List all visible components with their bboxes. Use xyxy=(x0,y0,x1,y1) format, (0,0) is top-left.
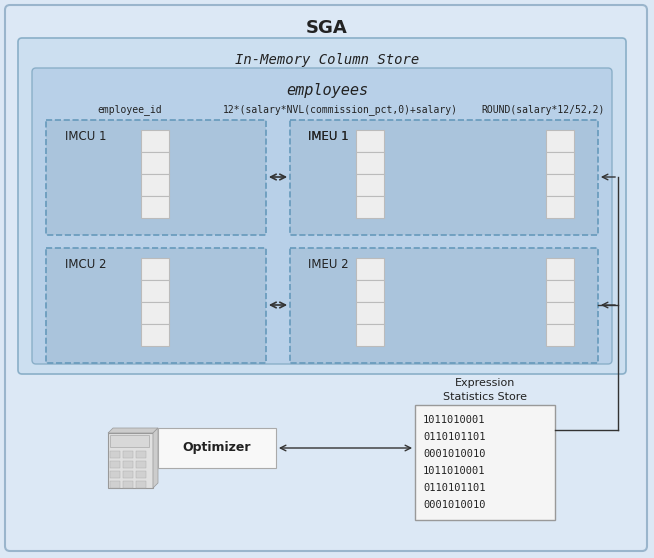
FancyBboxPatch shape xyxy=(141,280,169,302)
Text: IMCU 2: IMCU 2 xyxy=(65,257,107,271)
FancyBboxPatch shape xyxy=(110,471,120,478)
Text: SGA: SGA xyxy=(306,19,348,37)
Text: 1011010001: 1011010001 xyxy=(423,415,485,425)
FancyBboxPatch shape xyxy=(123,481,133,488)
Text: IMEU 1: IMEU 1 xyxy=(308,129,349,142)
FancyBboxPatch shape xyxy=(5,5,647,551)
Text: IMCU 1: IMCU 1 xyxy=(65,129,107,142)
FancyBboxPatch shape xyxy=(141,258,169,280)
Polygon shape xyxy=(108,428,158,433)
FancyBboxPatch shape xyxy=(141,174,169,196)
FancyBboxPatch shape xyxy=(136,461,146,468)
FancyBboxPatch shape xyxy=(356,152,384,174)
FancyBboxPatch shape xyxy=(141,302,169,324)
Text: Optimizer: Optimizer xyxy=(182,441,251,455)
FancyBboxPatch shape xyxy=(123,471,133,478)
FancyBboxPatch shape xyxy=(290,248,598,363)
FancyBboxPatch shape xyxy=(136,471,146,478)
Text: Statistics Store: Statistics Store xyxy=(443,392,527,402)
FancyBboxPatch shape xyxy=(46,120,266,235)
Text: 0110101101: 0110101101 xyxy=(423,432,485,442)
FancyBboxPatch shape xyxy=(356,258,384,280)
Text: employees: employees xyxy=(286,83,368,98)
FancyBboxPatch shape xyxy=(356,280,384,302)
Text: In-Memory Column Store: In-Memory Column Store xyxy=(235,53,419,67)
Text: employee_id: employee_id xyxy=(97,104,162,116)
Text: IMEU 1: IMEU 1 xyxy=(308,129,349,142)
Text: 0001010010: 0001010010 xyxy=(423,500,485,510)
FancyBboxPatch shape xyxy=(290,120,598,235)
FancyBboxPatch shape xyxy=(141,196,169,218)
FancyBboxPatch shape xyxy=(110,461,120,468)
FancyBboxPatch shape xyxy=(356,130,384,152)
FancyBboxPatch shape xyxy=(110,451,120,458)
Text: 12*(salary*NVL(commission_pct,0)+salary): 12*(salary*NVL(commission_pct,0)+salary) xyxy=(222,104,458,116)
FancyBboxPatch shape xyxy=(546,302,574,324)
FancyBboxPatch shape xyxy=(123,461,133,468)
FancyBboxPatch shape xyxy=(158,428,276,468)
FancyBboxPatch shape xyxy=(415,405,555,520)
FancyBboxPatch shape xyxy=(546,196,574,218)
FancyBboxPatch shape xyxy=(123,451,133,458)
FancyBboxPatch shape xyxy=(546,152,574,174)
Text: 0001010010: 0001010010 xyxy=(423,449,485,459)
FancyBboxPatch shape xyxy=(356,302,384,324)
FancyBboxPatch shape xyxy=(356,324,384,346)
FancyBboxPatch shape xyxy=(546,258,574,280)
Polygon shape xyxy=(153,428,158,488)
FancyBboxPatch shape xyxy=(141,324,169,346)
Text: IMEU 2: IMEU 2 xyxy=(308,257,349,271)
FancyBboxPatch shape xyxy=(110,481,120,488)
FancyBboxPatch shape xyxy=(356,196,384,218)
FancyBboxPatch shape xyxy=(136,481,146,488)
FancyBboxPatch shape xyxy=(546,130,574,152)
Text: Expression: Expression xyxy=(455,378,515,388)
FancyBboxPatch shape xyxy=(108,433,153,488)
Text: 1011010001: 1011010001 xyxy=(423,466,485,476)
FancyBboxPatch shape xyxy=(136,451,146,458)
FancyBboxPatch shape xyxy=(546,280,574,302)
FancyBboxPatch shape xyxy=(141,130,169,152)
FancyBboxPatch shape xyxy=(46,248,266,363)
FancyBboxPatch shape xyxy=(546,174,574,196)
FancyBboxPatch shape xyxy=(546,324,574,346)
FancyBboxPatch shape xyxy=(141,152,169,174)
FancyBboxPatch shape xyxy=(32,68,612,364)
Text: 0110101101: 0110101101 xyxy=(423,483,485,493)
FancyBboxPatch shape xyxy=(356,174,384,196)
FancyBboxPatch shape xyxy=(110,435,149,447)
FancyBboxPatch shape xyxy=(18,38,626,374)
Text: ROUND(salary*12/52,2): ROUND(salary*12/52,2) xyxy=(481,105,605,115)
